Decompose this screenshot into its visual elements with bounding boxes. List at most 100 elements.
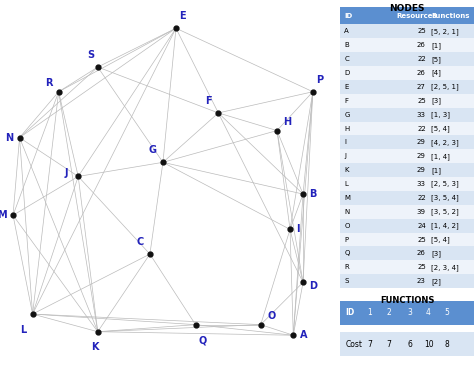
Bar [340, 135, 474, 149]
Text: P: P [344, 237, 348, 243]
Bar [340, 301, 474, 325]
Text: 25: 25 [417, 98, 426, 104]
Text: [2, 5, 1]: [2, 5, 1] [431, 84, 459, 90]
Text: [4]: [4] [431, 70, 441, 76]
Text: 29: 29 [417, 167, 426, 173]
Bar [340, 274, 474, 288]
Text: 33: 33 [417, 181, 426, 187]
Text: 7: 7 [386, 339, 391, 349]
Text: R: R [45, 78, 52, 88]
Text: 27: 27 [417, 84, 426, 90]
Text: C: C [344, 56, 349, 62]
Text: 2: 2 [386, 308, 391, 317]
Text: [2]: [2] [431, 278, 441, 284]
Text: ID: ID [346, 308, 355, 317]
Text: 5: 5 [445, 308, 450, 317]
Text: H: H [283, 117, 292, 127]
Bar [340, 163, 474, 177]
Text: L: L [344, 181, 348, 187]
Text: 22: 22 [417, 56, 426, 62]
Text: [1, 4, 2]: [1, 4, 2] [431, 222, 459, 229]
Text: D: D [310, 281, 318, 291]
Text: 22: 22 [417, 126, 426, 131]
Text: D: D [344, 70, 350, 76]
Text: F: F [344, 98, 348, 104]
Text: 4: 4 [426, 308, 431, 317]
Text: [3, 5, 2]: [3, 5, 2] [431, 208, 459, 215]
Text: 26: 26 [417, 42, 426, 48]
Text: I: I [344, 139, 346, 145]
Text: 25: 25 [417, 264, 426, 270]
Text: J: J [65, 168, 68, 178]
Text: 10: 10 [424, 339, 433, 349]
Text: H: H [344, 126, 350, 131]
Bar [340, 260, 474, 274]
Text: 22: 22 [417, 195, 426, 201]
Text: 25: 25 [417, 237, 426, 243]
Text: 25: 25 [417, 28, 426, 34]
Bar [340, 25, 474, 39]
Text: N: N [5, 132, 13, 143]
Text: Functions: Functions [431, 12, 470, 19]
Bar [340, 7, 474, 25]
Text: FUNCTIONS: FUNCTIONS [380, 296, 434, 305]
Text: O: O [267, 311, 275, 321]
Text: [1, 4]: [1, 4] [431, 153, 450, 160]
Bar [340, 332, 474, 356]
Bar [340, 205, 474, 219]
Bar [340, 80, 474, 94]
Text: J: J [344, 153, 346, 159]
Text: 29: 29 [417, 139, 426, 145]
Text: [3, 5, 4]: [3, 5, 4] [431, 195, 459, 201]
Text: Resources: Resources [396, 12, 437, 19]
Text: [5, 2, 1]: [5, 2, 1] [431, 28, 459, 35]
Text: Q: Q [344, 250, 350, 257]
Text: [4, 2, 3]: [4, 2, 3] [431, 139, 459, 146]
Text: M: M [344, 195, 350, 201]
Bar [340, 247, 474, 260]
Text: A: A [300, 330, 307, 340]
Text: [2, 5, 3]: [2, 5, 3] [431, 181, 459, 188]
Bar [340, 149, 474, 163]
Text: 8: 8 [445, 339, 450, 349]
Text: [2, 3, 4]: [2, 3, 4] [431, 264, 459, 270]
Text: N: N [344, 209, 350, 215]
Bar [340, 121, 474, 135]
Text: B: B [344, 42, 349, 48]
Text: S: S [87, 50, 94, 60]
Text: ID: ID [344, 12, 353, 19]
Text: E: E [344, 84, 349, 90]
Text: 1: 1 [367, 308, 372, 317]
Text: [3]: [3] [431, 250, 441, 257]
Text: C: C [136, 237, 143, 247]
Text: K: K [91, 342, 98, 352]
Bar [340, 219, 474, 233]
Text: P: P [316, 75, 323, 85]
Text: [3]: [3] [431, 97, 441, 104]
Text: G: G [148, 145, 156, 155]
Text: [1, 3]: [1, 3] [431, 111, 450, 118]
Text: 7: 7 [367, 339, 372, 349]
Text: NODES: NODES [390, 4, 425, 13]
Text: G: G [344, 112, 350, 118]
Bar [340, 177, 474, 191]
Text: M: M [0, 210, 7, 220]
Text: [1]: [1] [431, 42, 441, 49]
Text: 3: 3 [407, 308, 412, 317]
Text: E: E [179, 11, 186, 21]
Bar [340, 66, 474, 80]
Text: 6: 6 [407, 339, 412, 349]
Text: 39: 39 [417, 209, 426, 215]
Text: I: I [297, 224, 300, 235]
Text: 29: 29 [417, 153, 426, 159]
Text: 24: 24 [417, 223, 426, 229]
Bar [340, 108, 474, 121]
Text: F: F [205, 96, 212, 106]
Text: Cost: Cost [346, 339, 363, 349]
Text: R: R [344, 264, 349, 270]
Text: K: K [344, 167, 349, 173]
Text: O: O [344, 223, 350, 229]
Bar [340, 52, 474, 66]
Text: S: S [344, 278, 349, 284]
Text: B: B [310, 189, 317, 199]
